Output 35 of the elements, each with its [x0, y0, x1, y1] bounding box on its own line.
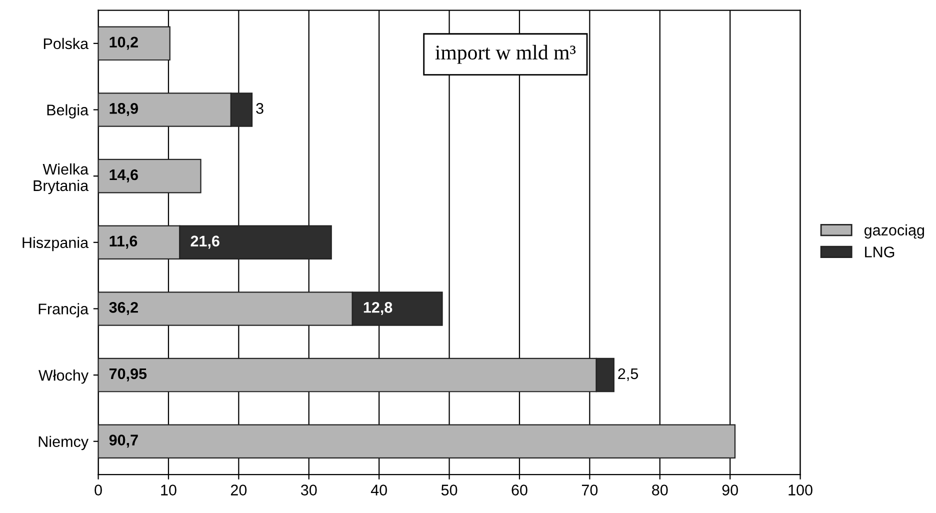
- data-label: 11,6: [110, 236, 138, 249]
- x-tick-label: 40: [370, 484, 387, 496]
- x-tick-label: 50: [441, 484, 458, 496]
- x-tick-label: 90: [722, 484, 738, 496]
- data-label: 14,6: [110, 169, 138, 182]
- data-label: 70,95: [109, 368, 147, 382]
- y-tick-label: Niemcy: [38, 436, 89, 450]
- bar: [98, 26, 170, 61]
- data-label: 21,6: [190, 236, 220, 249]
- bar: [98, 158, 202, 194]
- x-tick-label: 80: [652, 484, 668, 496]
- data-label: 90,7: [109, 434, 138, 448]
- x-tick-label: 10: [161, 484, 176, 496]
- y-tick-label: Polska: [44, 38, 89, 50]
- y-tick-label: Włochy: [38, 370, 89, 384]
- bar: [98, 424, 736, 458]
- x-tick-label: 100: [788, 484, 812, 496]
- x-tick-label: 60: [512, 484, 528, 496]
- legend-label: gazociąg: [864, 224, 924, 239]
- legend-label: LNG: [865, 246, 894, 258]
- x-tick-label: 0: [94, 484, 102, 496]
- data-label: 10,2: [110, 36, 138, 50]
- data-label: 36,2: [109, 302, 138, 316]
- y-tick-label: Wielka Brytania: [34, 163, 89, 194]
- annotation: import w mld m³: [435, 44, 576, 64]
- data-label: 3: [256, 103, 264, 114]
- data-label: 2,5: [618, 368, 638, 381]
- y-tick-label: Belgia: [47, 104, 89, 118]
- y-tick-label: Francja: [38, 303, 89, 318]
- y-tick-label: Hiszpania: [22, 236, 89, 252]
- x-tick-label: 30: [300, 484, 317, 496]
- data-label: 12,8: [364, 302, 392, 316]
- data-label: 18,9: [110, 103, 138, 116]
- x-tick-label: 20: [230, 484, 247, 496]
- x-tick-label: 70: [582, 484, 598, 496]
